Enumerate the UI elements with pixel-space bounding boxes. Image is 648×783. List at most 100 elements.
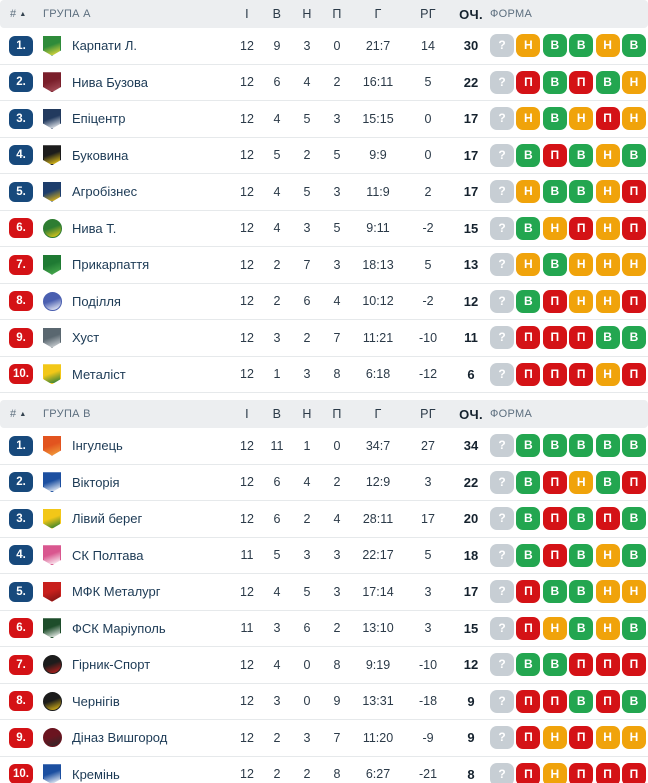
- form-badge-loss[interactable]: П: [595, 762, 620, 783]
- column-header-games[interactable]: І: [245, 407, 249, 421]
- form-badge-upcoming[interactable]: ?: [490, 543, 514, 567]
- form-badge-draw[interactable]: Н: [569, 253, 594, 277]
- form-badge-win[interactable]: В: [621, 616, 646, 640]
- form-badge-draw[interactable]: Н: [595, 180, 620, 204]
- column-header-form[interactable]: ФОРМА: [490, 8, 533, 20]
- form-badge-draw[interactable]: Н: [516, 180, 541, 204]
- table-row[interactable]: 1. Карпати Л. 12 9 3 0 21:7 14 30? Н В В Н В: [0, 28, 648, 65]
- team-name[interactable]: Нива Бузова: [72, 74, 149, 90]
- form-badge-win[interactable]: В: [542, 180, 567, 204]
- form-badge-loss[interactable]: П: [542, 326, 567, 350]
- team-name[interactable]: Кремінь: [72, 766, 120, 782]
- form-badge-draw[interactable]: Н: [595, 289, 620, 313]
- form-badge-win[interactable]: В: [516, 289, 541, 313]
- table-row[interactable]: 1. Інгулець 12 11 1 0 34:7 27 34? В В В В В: [0, 428, 648, 465]
- form-badge-loss[interactable]: П: [542, 289, 567, 313]
- column-header-goals[interactable]: Г: [374, 7, 382, 21]
- form-badge-loss[interactable]: П: [569, 70, 594, 94]
- form-badge-win[interactable]: В: [621, 326, 646, 350]
- column-header-wins[interactable]: В: [272, 7, 282, 21]
- form-badge-draw[interactable]: Н: [542, 762, 567, 783]
- form-badge-loss[interactable]: П: [569, 216, 594, 240]
- form-badge-win[interactable]: В: [542, 34, 567, 58]
- form-badge-loss[interactable]: П: [595, 689, 620, 713]
- column-header-losses[interactable]: П: [332, 407, 342, 421]
- form-badge-draw[interactable]: Н: [595, 616, 620, 640]
- form-badge-upcoming[interactable]: ?: [490, 434, 514, 458]
- form-badge-win[interactable]: В: [569, 580, 594, 604]
- form-badge-draw[interactable]: Н: [542, 726, 567, 750]
- form-badge-win[interactable]: В: [542, 70, 567, 94]
- column-header-position[interactable]: # ▲: [0, 408, 43, 420]
- team-name[interactable]: Вікторія: [72, 474, 120, 490]
- team-name[interactable]: Інгулець: [72, 438, 123, 454]
- team-name[interactable]: Нива Т.: [72, 220, 117, 236]
- table-row[interactable]: 8. Поділля 12 2 6 4 10:12 -2 12? В П Н Н П: [0, 283, 648, 320]
- team-name[interactable]: Лівий берег: [72, 511, 143, 527]
- form-badge-win[interactable]: В: [621, 143, 646, 167]
- form-badge-win[interactable]: В: [621, 543, 646, 567]
- form-badge-win[interactable]: В: [569, 143, 594, 167]
- table-row[interactable]: 6. Нива Т. 12 4 3 5 9:11 -2 15? В Н П Н П: [0, 210, 648, 247]
- form-badge-win[interactable]: В: [516, 216, 541, 240]
- form-badge-draw[interactable]: Н: [516, 34, 541, 58]
- form-badge-draw[interactable]: Н: [516, 253, 541, 277]
- form-badge-loss[interactable]: П: [621, 362, 646, 386]
- form-badge-draw[interactable]: Н: [595, 253, 620, 277]
- table-row[interactable]: 9. Діназ Вишгород 12 2 3 7 11:20 -9 9? П Н П Н Н: [0, 720, 648, 757]
- form-badge-upcoming[interactable]: ?: [490, 689, 514, 713]
- form-badge-loss[interactable]: П: [569, 762, 594, 783]
- column-header-wins[interactable]: В: [272, 407, 282, 421]
- form-badge-loss[interactable]: П: [542, 362, 567, 386]
- form-badge-draw[interactable]: Н: [595, 216, 620, 240]
- form-badge-draw[interactable]: Н: [516, 107, 541, 131]
- team-name[interactable]: МФК Металург: [72, 584, 161, 600]
- form-badge-draw[interactable]: Н: [595, 34, 620, 58]
- form-badge-loss[interactable]: П: [621, 289, 646, 313]
- form-badge-loss[interactable]: П: [516, 362, 541, 386]
- form-badge-loss[interactable]: П: [621, 180, 646, 204]
- form-badge-win[interactable]: В: [569, 180, 594, 204]
- form-badge-loss[interactable]: П: [621, 216, 646, 240]
- form-badge-loss[interactable]: П: [595, 107, 620, 131]
- form-badge-loss[interactable]: П: [542, 689, 567, 713]
- form-badge-win[interactable]: В: [542, 107, 567, 131]
- team-name[interactable]: Епіцентр: [72, 111, 126, 127]
- form-badge-draw[interactable]: Н: [569, 470, 594, 494]
- column-header-draws[interactable]: Н: [302, 407, 312, 421]
- form-badge-upcoming[interactable]: ?: [490, 726, 514, 750]
- table-row[interactable]: 2. Нива Бузова 12 6 4 2 16:11 5 22? П В П В Н: [0, 64, 648, 101]
- team-name[interactable]: Хуст: [72, 330, 100, 346]
- form-badge-upcoming[interactable]: ?: [490, 653, 514, 677]
- form-badge-win[interactable]: В: [621, 507, 646, 531]
- form-badge-loss[interactable]: П: [621, 653, 646, 677]
- column-header-points[interactable]: ОЧ.: [459, 6, 483, 22]
- table-row[interactable]: 7. Гірник-Спорт 12 4 0 8 9:19 -10 12? В В П П П: [0, 647, 648, 684]
- column-header-points[interactable]: ОЧ.: [459, 406, 483, 422]
- form-badge-loss[interactable]: П: [621, 470, 646, 494]
- form-badge-draw[interactable]: Н: [542, 616, 567, 640]
- form-badge-draw[interactable]: Н: [542, 216, 567, 240]
- form-badge-draw[interactable]: Н: [621, 70, 646, 94]
- column-header-games[interactable]: І: [245, 7, 249, 21]
- table-row[interactable]: 2. Вікторія 12 6 4 2 12:9 3 22? В П Н В П: [0, 464, 648, 501]
- form-badge-loss[interactable]: П: [516, 326, 541, 350]
- table-row[interactable]: 5. Агробізнес 12 4 5 3 11:9 2 17? Н В В Н П: [0, 174, 648, 211]
- table-row[interactable]: 3. Епіцентр 12 4 5 3 15:15 0 17? Н В Н П Н: [0, 101, 648, 138]
- column-header-losses[interactable]: П: [332, 7, 342, 21]
- form-badge-win[interactable]: В: [569, 34, 594, 58]
- table-row[interactable]: 4. СК Полтава 11 5 3 3 22:17 5 18? В П В Н В: [0, 537, 648, 574]
- form-badge-win[interactable]: В: [569, 543, 594, 567]
- form-badge-win[interactable]: В: [542, 434, 567, 458]
- table-row[interactable]: 5. МФК Металург 12 4 5 3 17:14 3 17? П В В Н Н: [0, 574, 648, 611]
- form-badge-loss[interactable]: П: [516, 70, 541, 94]
- form-badge-upcoming[interactable]: ?: [490, 326, 514, 350]
- form-badge-loss[interactable]: П: [542, 470, 567, 494]
- table-row[interactable]: 3. Лівий берег 12 6 2 4 28:11 17 20? В П В П В: [0, 501, 648, 538]
- team-name[interactable]: Діназ Вишгород: [72, 730, 168, 746]
- form-badge-loss[interactable]: П: [569, 653, 594, 677]
- table-row[interactable]: 4. Буковина 12 5 2 5 9:9 0 17? В П В Н В: [0, 137, 648, 174]
- table-row[interactable]: 7. Прикарпаття 12 2 7 3 18:13 5 13? Н В Н Н Н: [0, 247, 648, 284]
- form-badge-win[interactable]: В: [595, 326, 620, 350]
- team-name[interactable]: Прикарпаття: [72, 257, 150, 273]
